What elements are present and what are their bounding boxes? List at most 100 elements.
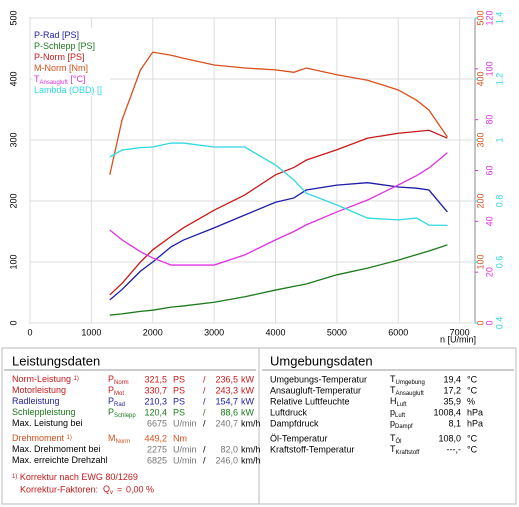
unit: °C bbox=[467, 433, 478, 443]
value: 8,1 bbox=[448, 418, 461, 428]
unit: PS bbox=[173, 407, 185, 417]
value: 35,9 bbox=[443, 396, 461, 406]
row-label: Schleppleistung bbox=[12, 407, 76, 417]
symbol-main: T bbox=[390, 444, 396, 454]
unit: U/min bbox=[173, 444, 197, 454]
value2: 82,0 bbox=[220, 444, 238, 454]
unit2: kW bbox=[241, 407, 255, 417]
value: 6675 bbox=[147, 418, 167, 428]
factor-eq: = bbox=[117, 484, 122, 494]
legend-name: Lambda (OBD) [] bbox=[34, 85, 102, 95]
value: 210,3 bbox=[144, 396, 167, 406]
x-axis-label: n [U/min] bbox=[440, 334, 476, 344]
unit2: km/h bbox=[241, 455, 261, 465]
y2-tick-label: 0 bbox=[475, 320, 485, 325]
value: 120,4 bbox=[144, 407, 167, 417]
symbol-main: T bbox=[390, 433, 396, 443]
y4-tick-label: 1.2 bbox=[494, 73, 504, 86]
symbol: Qv bbox=[103, 484, 113, 495]
legend-unit: [°C] bbox=[70, 74, 85, 84]
series-line bbox=[109, 244, 448, 316]
symbol-main: H bbox=[390, 396, 397, 406]
symbol-main: P bbox=[108, 374, 114, 384]
label: Drehmoment bbox=[12, 433, 65, 443]
symbol-main: p bbox=[390, 418, 395, 428]
footnote-text: Korrektur nach EWG 80/1269 bbox=[20, 472, 138, 482]
legend-name: P-Norm [PS] bbox=[34, 52, 85, 62]
legend-entry: M-Norm [Nm] bbox=[34, 63, 88, 73]
symbol-sub: Rad bbox=[114, 402, 125, 408]
row-label: Max. Leistung bei bbox=[12, 418, 83, 428]
row-label: Motorleistung bbox=[12, 385, 66, 395]
legend-name: T bbox=[34, 74, 40, 84]
label: Schleppleistung bbox=[12, 407, 76, 417]
unit2: kW bbox=[241, 385, 255, 395]
value: 6825 bbox=[147, 455, 167, 465]
legend-box bbox=[32, 28, 110, 96]
symbol-sub: Ansaugluft bbox=[396, 391, 425, 397]
value2: 88,6 bbox=[220, 407, 238, 417]
symbol-sub: Luft bbox=[395, 413, 405, 419]
separator: / bbox=[203, 385, 206, 395]
unit: °C bbox=[467, 444, 478, 454]
row-label: Ansaugluft-Temperatur bbox=[270, 385, 361, 395]
value2: 246,0 bbox=[215, 455, 238, 465]
symbol-sub: Norm bbox=[116, 439, 131, 445]
row-label: Drehmoment 1) bbox=[12, 433, 72, 443]
label: Max. Leistung bei bbox=[12, 418, 83, 428]
symbol-main: P bbox=[108, 407, 114, 417]
series-line bbox=[109, 152, 448, 266]
note: 1) bbox=[67, 435, 72, 441]
y3-tick-label: 80 bbox=[484, 115, 494, 125]
legend-entry: P-Schlepp [PS] bbox=[34, 41, 95, 51]
y2-tick-label: 300 bbox=[475, 132, 485, 147]
label: Norm-Leistung bbox=[12, 374, 71, 384]
y3-tick-label: 60 bbox=[484, 165, 494, 175]
symbol-main: P bbox=[108, 385, 114, 395]
symbol-main: T bbox=[390, 374, 396, 384]
separator: / bbox=[203, 444, 206, 454]
y-tick-label: 500 bbox=[8, 10, 18, 25]
symbol: PNorm bbox=[108, 374, 129, 385]
symbol: pDampf bbox=[390, 418, 413, 429]
x-tick-label: 5000 bbox=[327, 327, 347, 337]
separator: / bbox=[203, 374, 206, 384]
factor-label: Korrektur-Faktoren: bbox=[20, 484, 98, 494]
legend-entry: TAnsaugluft [°C] bbox=[34, 74, 85, 85]
panel-title: Umgebungsdaten bbox=[270, 353, 373, 368]
symbol: pLuft bbox=[390, 407, 405, 418]
value: 330,7 bbox=[144, 385, 167, 395]
unit: °C bbox=[467, 385, 478, 395]
label: Radleistung bbox=[12, 396, 60, 406]
value: 108,0 bbox=[438, 433, 461, 443]
symbol-main: P bbox=[108, 396, 114, 406]
x-tick-label: 3000 bbox=[204, 327, 224, 337]
symbol-main: T bbox=[390, 385, 396, 395]
unit: hPa bbox=[467, 407, 483, 417]
unit2: kW bbox=[241, 396, 255, 406]
value: 321,5 bbox=[144, 374, 167, 384]
symbol-sub: Luft bbox=[397, 402, 407, 408]
symbol: TKraftstoff bbox=[390, 444, 420, 455]
symbol-sub: v bbox=[110, 490, 113, 496]
unit2: km/h bbox=[241, 444, 261, 454]
unit: U/min bbox=[173, 418, 197, 428]
unit: hPa bbox=[467, 418, 483, 428]
factor-unit: % bbox=[146, 484, 154, 494]
unit: Nm bbox=[173, 433, 187, 443]
legend-sub: Ansaugluft bbox=[40, 80, 69, 86]
note: 1) bbox=[12, 474, 17, 480]
y-tick-label: 100 bbox=[8, 254, 18, 269]
value: 1008,4 bbox=[433, 407, 461, 417]
row-label: Radleistung bbox=[12, 396, 60, 406]
label: Max. erreichte Drehzahl bbox=[12, 455, 108, 465]
legend-entry: Lambda (OBD) [] bbox=[34, 85, 102, 95]
symbol: MNorm bbox=[108, 433, 130, 444]
row-label: Kraftstoff-Temperatur bbox=[270, 444, 354, 454]
symbol: TÖl bbox=[390, 433, 402, 444]
separator: / bbox=[203, 455, 206, 465]
label: Max. Drehmoment bei bbox=[12, 444, 101, 454]
unit: PS bbox=[173, 396, 185, 406]
unit2: kW bbox=[241, 374, 255, 384]
y4-tick-label: 1.4 bbox=[494, 12, 504, 25]
